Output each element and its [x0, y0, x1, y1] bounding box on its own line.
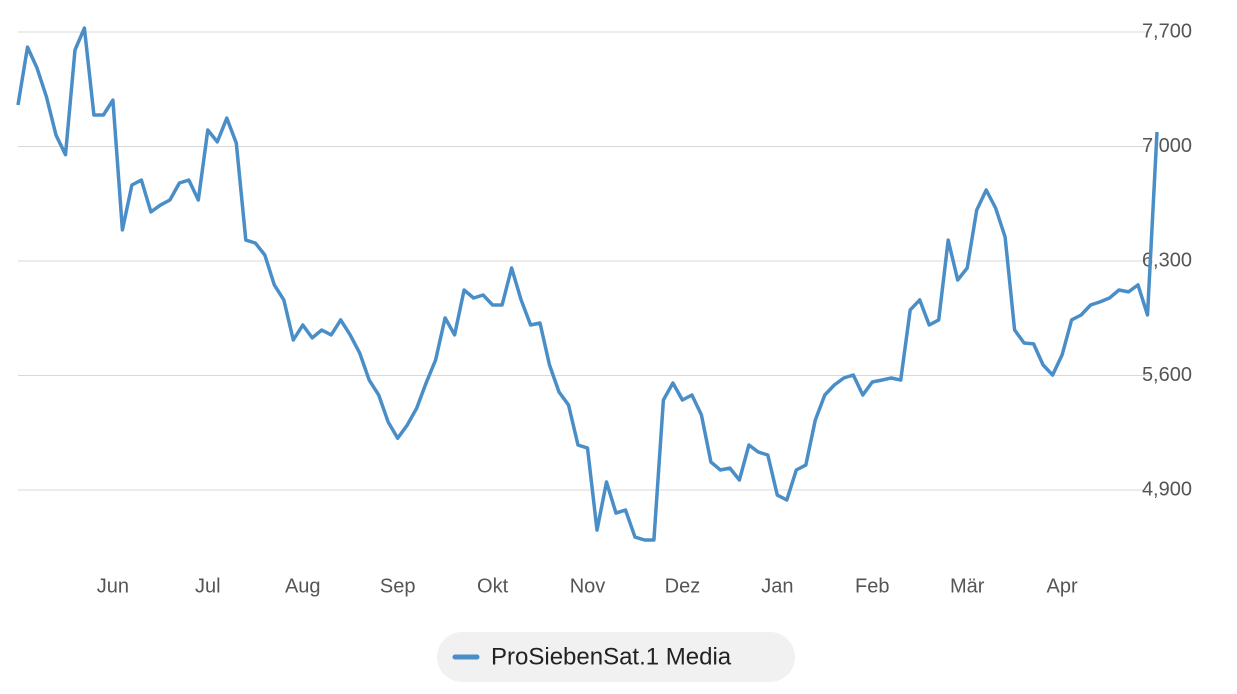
x-tick-label: Jun	[97, 575, 129, 597]
x-tick-label: Apr	[1047, 575, 1078, 597]
x-tick-label: Sep	[380, 575, 416, 597]
y-tick-label: 4,900	[1142, 478, 1192, 500]
x-tick-label: Aug	[285, 575, 321, 597]
x-tick-label: Mär	[950, 575, 985, 597]
legend	[437, 632, 795, 682]
y-tick-label: 5,600	[1142, 364, 1192, 386]
x-tick-label: Nov	[570, 575, 606, 597]
line	[16, 26, 1159, 542]
x-tick-label: Feb	[855, 575, 889, 597]
legend-label: ProSiebenSat.1 Media	[491, 643, 732, 670]
x-tick-label: Jul	[195, 575, 221, 597]
x-tick-label: Okt	[477, 575, 509, 597]
x-tick-label: Dez	[665, 575, 701, 597]
x-tick-label: Jan	[761, 575, 793, 597]
y-tick-label: 7,000	[1142, 135, 1192, 157]
y-tick-label: 6,300	[1142, 249, 1192, 271]
y-tick-label: 7,700	[1142, 20, 1192, 42]
